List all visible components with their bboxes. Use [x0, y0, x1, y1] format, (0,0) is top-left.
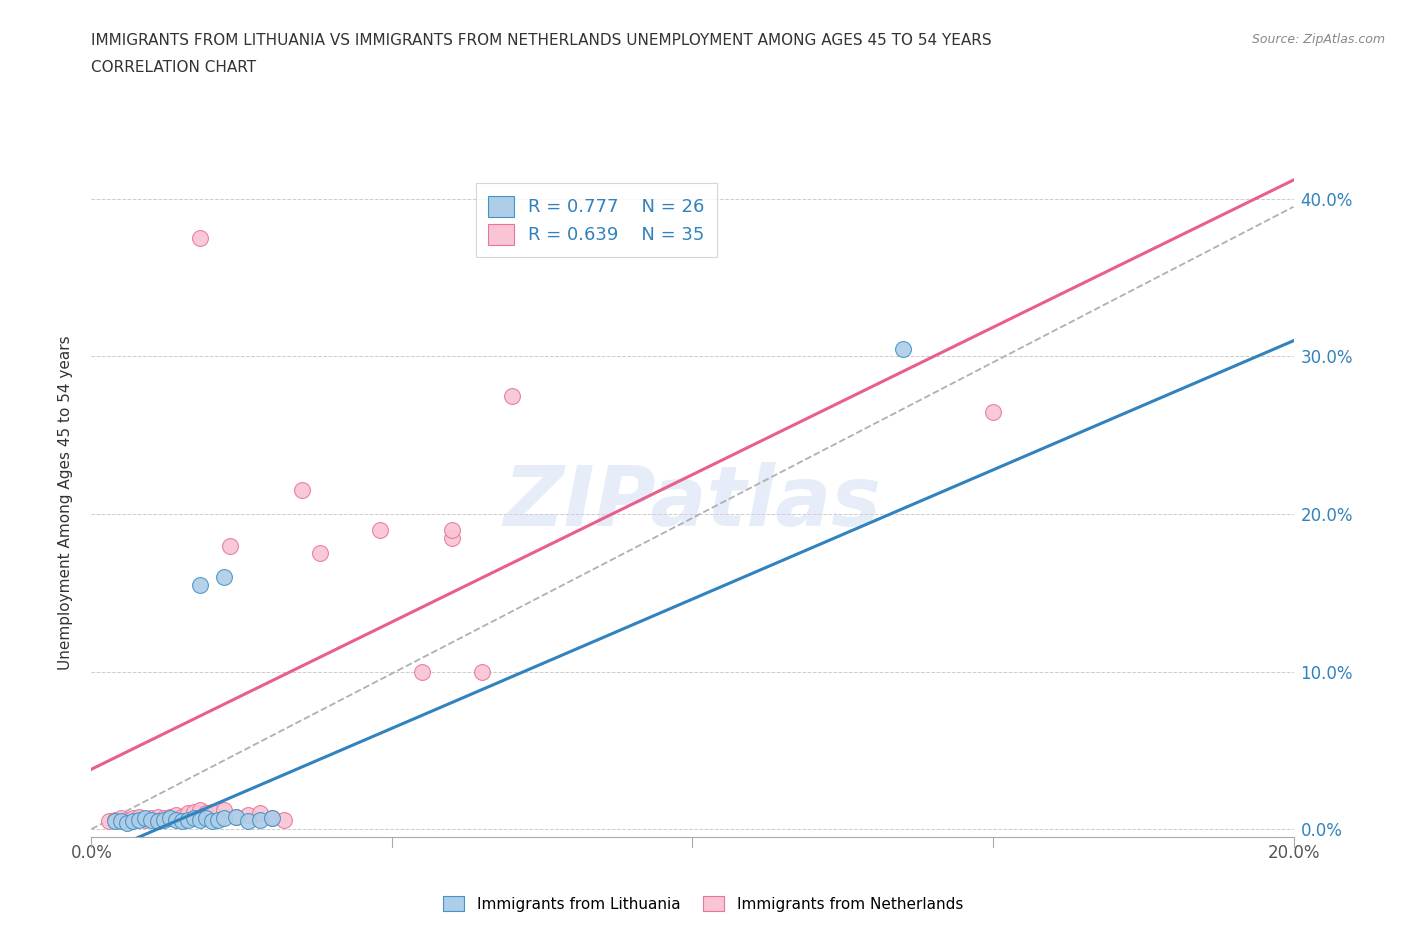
Point — [128, 812, 150, 827]
Point — [291, 483, 314, 498]
Point — [141, 812, 163, 827]
Point — [176, 806, 198, 821]
Point — [194, 806, 217, 821]
Point — [122, 814, 145, 829]
Point — [104, 814, 127, 829]
Text: IMMIGRANTS FROM LITHUANIA VS IMMIGRANTS FROM NETHERLANDS UNEMPLOYMENT AMONG AGES: IMMIGRANTS FROM LITHUANIA VS IMMIGRANTS … — [91, 33, 993, 47]
Point — [249, 812, 271, 827]
Point — [152, 812, 174, 827]
Point — [471, 664, 494, 679]
Point — [122, 811, 145, 826]
Point — [207, 812, 229, 827]
Point — [218, 538, 240, 553]
Point — [368, 523, 391, 538]
Point — [188, 578, 211, 592]
Point — [212, 803, 235, 817]
Point — [440, 523, 463, 538]
Point — [194, 811, 217, 826]
Point — [188, 231, 211, 246]
Point — [110, 811, 132, 826]
Point — [152, 811, 174, 826]
Point — [165, 807, 187, 822]
Point — [176, 812, 198, 827]
Legend: Immigrants from Lithuania, Immigrants from Netherlands: Immigrants from Lithuania, Immigrants fr… — [437, 889, 969, 918]
Point — [212, 811, 235, 826]
Point — [225, 809, 247, 824]
Point — [146, 809, 169, 824]
Point — [411, 664, 433, 679]
Text: CORRELATION CHART: CORRELATION CHART — [91, 60, 256, 75]
Point — [159, 809, 181, 824]
Point — [249, 806, 271, 821]
Point — [501, 389, 523, 404]
Point — [141, 811, 163, 826]
Point — [98, 814, 121, 829]
Point — [159, 811, 181, 826]
Point — [117, 812, 139, 827]
Point — [183, 811, 205, 826]
Legend: R = 0.777    N = 26, R = 0.639    N = 35: R = 0.777 N = 26, R = 0.639 N = 35 — [475, 183, 717, 258]
Point — [225, 809, 247, 824]
Point — [183, 804, 205, 819]
Point — [170, 809, 193, 824]
Point — [104, 812, 127, 827]
Point — [134, 811, 156, 826]
Point — [110, 814, 132, 829]
Point — [188, 812, 211, 827]
Point — [188, 803, 211, 817]
Point — [260, 811, 283, 826]
Point — [260, 811, 283, 826]
Y-axis label: Unemployment Among Ages 45 to 54 years: Unemployment Among Ages 45 to 54 years — [58, 335, 73, 670]
Point — [440, 530, 463, 545]
Point — [201, 804, 224, 819]
Point — [212, 569, 235, 584]
Point — [236, 807, 259, 822]
Point — [236, 814, 259, 829]
Text: Source: ZipAtlas.com: Source: ZipAtlas.com — [1251, 33, 1385, 46]
Point — [273, 812, 295, 827]
Point — [170, 814, 193, 829]
Point — [891, 341, 914, 356]
Point — [146, 814, 169, 829]
Point — [308, 546, 330, 561]
Point — [134, 812, 156, 827]
Point — [981, 405, 1004, 419]
Point — [201, 814, 224, 829]
Point — [165, 812, 187, 827]
Point — [128, 809, 150, 824]
Text: ZIPatlas: ZIPatlas — [503, 461, 882, 543]
Point — [117, 816, 139, 830]
